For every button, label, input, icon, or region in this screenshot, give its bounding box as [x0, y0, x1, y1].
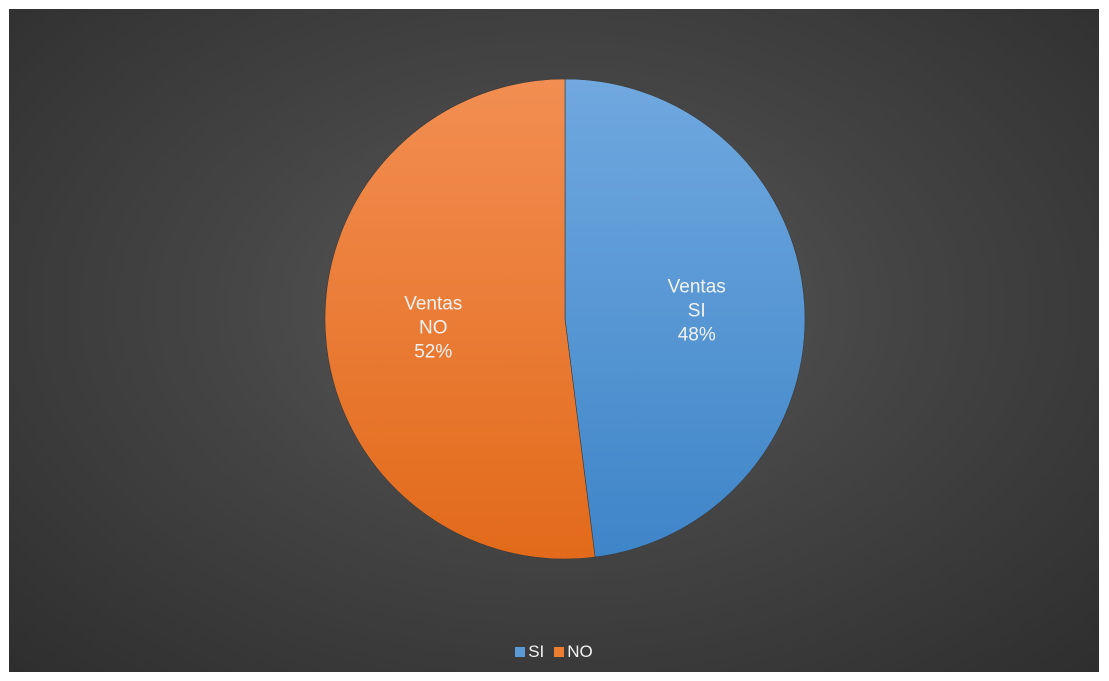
legend-item-no: NO — [554, 642, 593, 662]
pie-slice-si — [564, 78, 806, 558]
legend-label-no: NO — [567, 642, 593, 661]
legend-swatch-si — [515, 647, 526, 657]
pie-chart: Ventas SI 48% Ventas NO 52% — [324, 78, 806, 560]
legend-item-si: SI — [515, 642, 544, 662]
pie-slice-no — [324, 78, 596, 560]
chart-area: Ventas SI 48% Ventas NO 52% SI NO — [9, 9, 1099, 672]
legend-swatch-no — [554, 647, 565, 657]
data-label-si: Ventas SI 48% — [668, 277, 726, 346]
legend-label-si: SI — [528, 642, 545, 661]
data-label-no: Ventas NO 52% — [404, 293, 462, 362]
legend: SI NO — [9, 642, 1099, 662]
